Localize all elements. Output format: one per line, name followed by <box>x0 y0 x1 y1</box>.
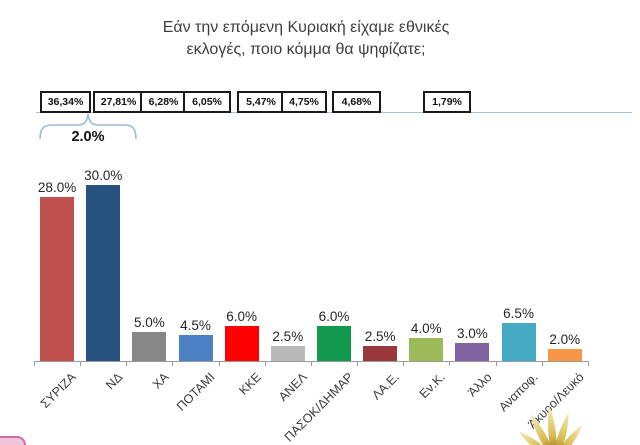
bar <box>363 346 398 361</box>
x-axis-label: Άλλο <box>464 370 495 400</box>
result-box: 4,68% <box>332 91 381 113</box>
bar <box>178 334 213 361</box>
bar <box>224 325 259 361</box>
axis-tick <box>495 361 497 366</box>
axis-tick <box>541 361 543 366</box>
chart-title: Εάν την επόμενη Κυριακή είχαμε εθνικές ε… <box>0 17 612 61</box>
result-box: 36,34% <box>40 91 91 113</box>
bar <box>455 343 490 361</box>
x-axis-label: ΚΚΕ <box>235 370 264 398</box>
axis-tick <box>587 361 589 366</box>
axis-tick <box>310 361 312 366</box>
axis-tick <box>357 361 359 366</box>
bar-value-label: 30.0% <box>84 167 123 183</box>
pink-corner-logo <box>0 436 26 445</box>
bar-value-label: 2.0% <box>549 332 581 348</box>
bar-value-label: 4.5% <box>180 317 211 333</box>
bar <box>316 325 351 361</box>
x-axis-label: ΛΑ.Ε. <box>369 370 403 403</box>
bar-value-label: 28.0% <box>37 179 77 195</box>
x-axis-label: ΝΔ <box>102 370 126 393</box>
bar <box>270 346 305 361</box>
bar-value-label: 4.0% <box>410 320 442 336</box>
bar-value-label: 6.0% <box>226 308 258 324</box>
bar <box>40 196 75 361</box>
axis-tick <box>264 361 266 366</box>
result-box: 4,75% <box>281 91 327 113</box>
bar <box>501 322 536 361</box>
chart-title-line2: εκλογές, ποιο κόμμα θα ψηφίζατε; <box>186 41 426 58</box>
result-box: 6,05% <box>183 91 231 113</box>
x-axis-label: Εν.Κ. <box>417 370 449 402</box>
result-box: 5,47% <box>237 91 285 113</box>
bar <box>409 337 444 361</box>
bar-value-label: 3.0% <box>457 326 488 342</box>
bar-value-label: 2.5% <box>364 329 396 345</box>
chart-title-line1: Εάν την επόμενη Κυριακή είχαμε εθνικές <box>162 19 450 36</box>
difference-brace-icon <box>39 113 137 140</box>
bar <box>547 349 582 361</box>
axis-tick <box>218 361 220 366</box>
axis-tick <box>34 361 35 366</box>
bar-value-label: 6.0% <box>318 308 350 324</box>
bar <box>86 184 121 361</box>
result-box: 27,81% <box>93 91 144 113</box>
axis-tick <box>449 361 451 366</box>
bar-value-label: 6.5% <box>503 305 534 321</box>
result-box: 6,28% <box>140 91 187 113</box>
difference-label: 2.0% <box>71 129 105 145</box>
bar-value-label: 5.0% <box>133 314 165 330</box>
gold-fan-logo-icon <box>518 405 583 445</box>
x-axis-label: ΑΝΕΛ <box>275 370 310 404</box>
axis-tick <box>172 361 174 366</box>
result-box: 1,79% <box>423 91 471 113</box>
x-axis-label: ΠΟΤΑΜΙ <box>173 370 218 414</box>
axis-tick <box>403 361 405 366</box>
bar-value-label: 2.5% <box>272 329 304 345</box>
axis-tick <box>80 361 82 366</box>
x-axis-label: ΣΥΡΙΖΑ <box>38 370 79 411</box>
x-axis-label: ΧΑ <box>149 370 172 392</box>
axis-tick <box>126 361 128 366</box>
bar <box>132 331 167 361</box>
